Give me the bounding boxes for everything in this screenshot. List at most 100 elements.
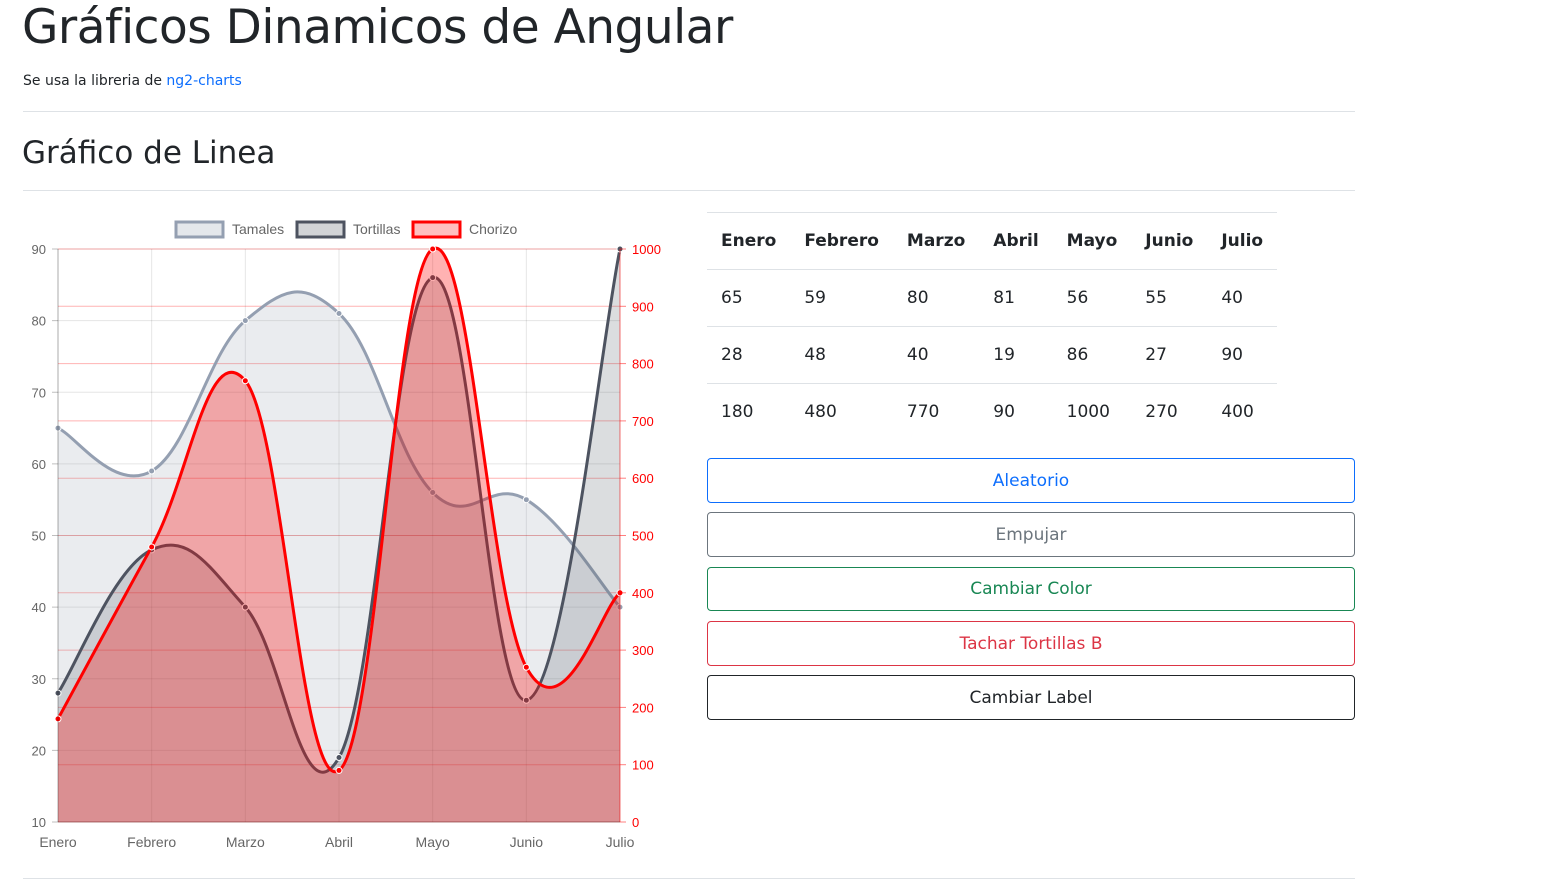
divider — [23, 878, 1355, 879]
table-cell: 400 — [1207, 383, 1278, 440]
y-left-tick-label: 90 — [32, 242, 46, 257]
table-cell: 180 — [707, 383, 791, 440]
table-cell: 19 — [979, 326, 1053, 384]
table-cell: 59 — [790, 269, 893, 327]
random-button[interactable]: Aleatorio — [707, 458, 1355, 503]
table-header-row: Enero Febrero Marzo Abril Mayo Junio Jul… — [707, 212, 1278, 270]
table-header: Febrero — [790, 212, 893, 270]
table-header: Junio — [1131, 212, 1208, 270]
x-tick-label: Mayo — [416, 834, 450, 850]
x-tick-label: Abril — [325, 834, 353, 850]
table-cell: 270 — [1131, 383, 1208, 440]
x-tick-label: Junio — [510, 834, 544, 850]
legend-label: Tamales — [232, 221, 284, 237]
table-cell: 770 — [892, 383, 980, 440]
table-header: Mayo — [1052, 212, 1132, 270]
table-header: Abril — [979, 212, 1053, 270]
x-tick-label: Enero — [39, 834, 77, 850]
table-header: Julio — [1207, 212, 1278, 270]
subtitle-text: Se usa la libreria de — [23, 73, 167, 89]
chorizo-legend-swatch — [411, 220, 462, 239]
tamales-point — [241, 317, 249, 325]
table-cell: 90 — [979, 383, 1053, 440]
divider — [23, 190, 1355, 191]
tortillas-legend-swatch — [295, 220, 346, 239]
y-left-tick-label: 50 — [32, 529, 46, 544]
table-cell: 480 — [790, 383, 893, 440]
tortillas-area — [58, 249, 620, 822]
hide-tortillas-button[interactable]: Tachar Tortillas B — [707, 621, 1355, 666]
push-button[interactable]: Empujar — [707, 512, 1355, 557]
table-row: 65 59 80 81 56 55 40 — [707, 269, 1278, 327]
chorizo-line — [56, 246, 622, 774]
y-left-tick-label: 40 — [32, 600, 46, 615]
tortillas-point — [54, 689, 62, 697]
divider — [23, 111, 1355, 112]
line-chart[interactable]: 1020304050607080900100200300400500600700… — [0, 205, 680, 865]
table-cell: 55 — [1131, 269, 1208, 327]
chorizo-area — [58, 248, 620, 822]
y-left-tick-label: 30 — [32, 672, 46, 687]
y-right-tick-label: 400 — [632, 586, 654, 601]
data-table: Enero Febrero Marzo Abril Mayo Junio Jul… — [707, 212, 1278, 440]
table-cell: 80 — [892, 269, 980, 327]
table-header: Marzo — [892, 212, 980, 270]
table-cell: 48 — [790, 326, 893, 384]
tamales-legend-swatch — [174, 220, 225, 239]
y-right-tick-label: 1000 — [632, 242, 661, 257]
y-left-tick-label: 20 — [32, 743, 46, 758]
y-right-tick-label: 900 — [632, 299, 654, 314]
page-title: Gráficos Dinamicos de Angular — [22, 0, 733, 55]
chorizo-point — [54, 715, 62, 723]
tortillas-point — [522, 696, 530, 704]
table-cell: 65 — [707, 269, 791, 327]
x-tick-label: Febrero — [127, 834, 176, 850]
y-right-tick-label: 500 — [632, 529, 654, 544]
y-right-tick-label: 300 — [632, 643, 654, 658]
table-cell: 81 — [979, 269, 1053, 327]
change-label-button[interactable]: Cambiar Label — [707, 675, 1355, 720]
tamales-point — [335, 309, 343, 317]
y-right-tick-label: 200 — [632, 700, 654, 715]
table-cell: 28 — [707, 326, 791, 384]
chorizo-point — [241, 377, 249, 385]
subtitle: Se usa la libreria de ng2-charts — [23, 72, 242, 90]
legend-label: Tortillas — [353, 221, 400, 237]
table-header: Enero — [707, 212, 791, 270]
table-cell: 1000 — [1052, 383, 1132, 440]
tamales-point — [148, 467, 156, 475]
table-cell: 86 — [1052, 326, 1132, 384]
table-row: 28 48 40 19 86 27 90 — [707, 326, 1278, 384]
y-right-tick-label: 600 — [632, 471, 654, 486]
chorizo-point — [522, 663, 530, 671]
change-color-button[interactable]: Cambiar Color — [707, 567, 1355, 611]
tortillas-point — [241, 603, 249, 611]
section-title: Gráfico de Linea — [22, 135, 276, 171]
y-right-tick-label: 700 — [632, 414, 654, 429]
table-cell: 40 — [892, 326, 980, 384]
tamales-point — [522, 496, 530, 504]
x-tick-label: Marzo — [226, 834, 265, 850]
tamales-point — [429, 489, 437, 497]
tortillas-point — [429, 274, 437, 282]
y-right-tick-label: 0 — [632, 815, 639, 830]
legend-label: Chorizo — [469, 221, 517, 237]
table-cell: 56 — [1052, 269, 1132, 327]
table-cell: 40 — [1207, 269, 1278, 327]
table-row: 180 480 770 90 1000 270 400 — [707, 383, 1278, 440]
table-cell: 90 — [1207, 326, 1278, 384]
ng2-charts-link[interactable]: ng2-charts — [166, 73, 242, 89]
x-tick-label: Julio — [606, 834, 635, 850]
y-left-tick-label: 70 — [32, 385, 46, 400]
y-left-tick-label: 10 — [32, 815, 46, 830]
tortillas-point — [335, 754, 343, 762]
y-right-tick-label: 100 — [632, 758, 654, 773]
tamales-point — [54, 424, 62, 432]
table-cell: 27 — [1131, 326, 1208, 384]
chorizo-point — [148, 543, 156, 551]
y-left-tick-label: 80 — [32, 314, 46, 329]
y-left-tick-label: 60 — [32, 457, 46, 472]
chorizo-point — [335, 766, 343, 774]
y-right-tick-label: 800 — [632, 357, 654, 372]
chorizo-point — [429, 245, 437, 253]
